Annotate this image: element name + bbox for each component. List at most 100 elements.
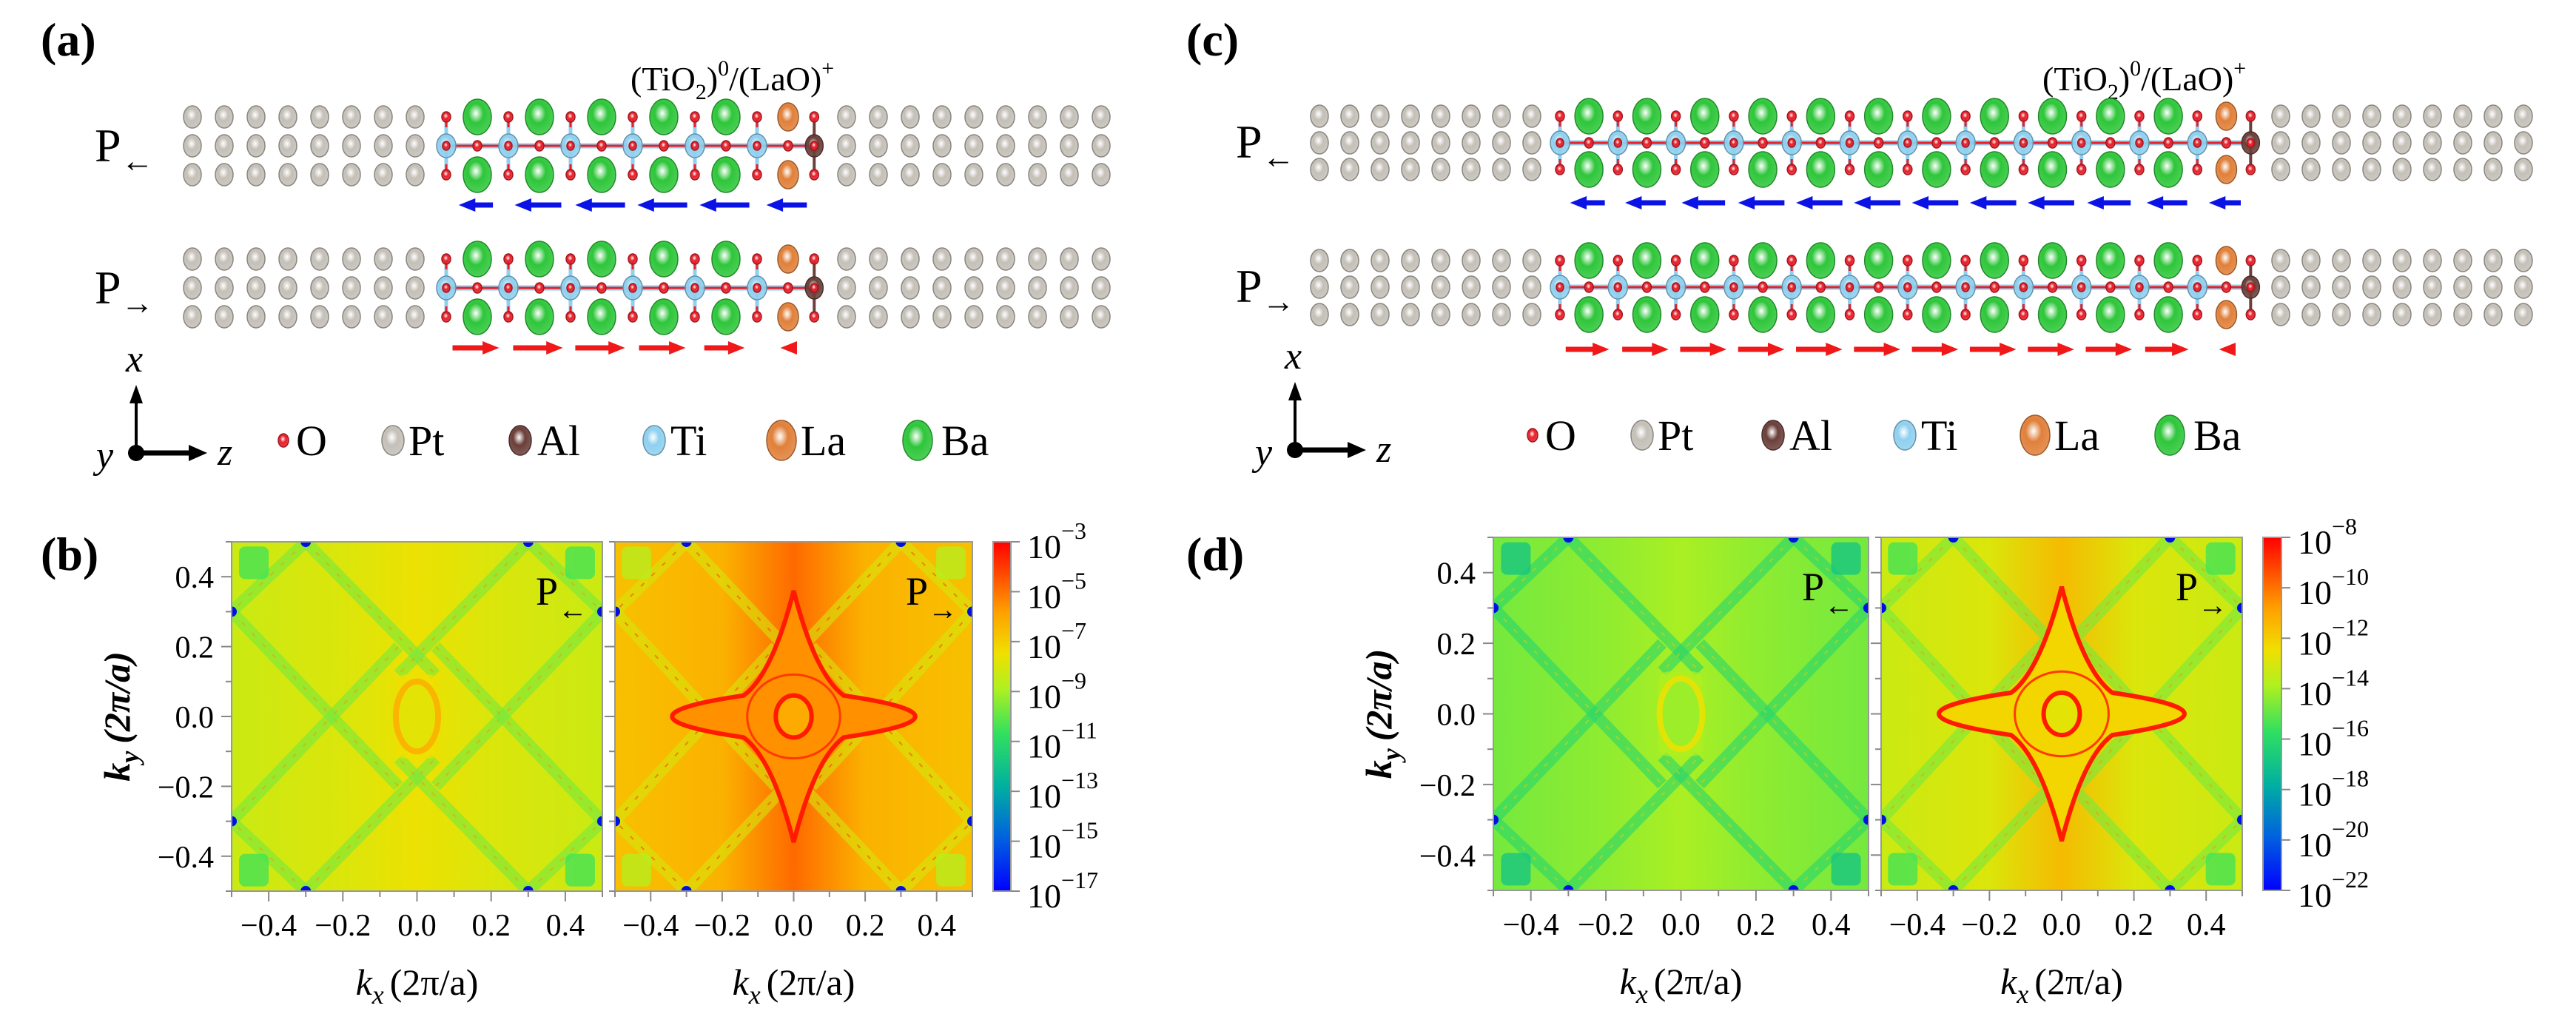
atom-o [1960, 110, 1971, 122]
colorbar-tick-label: 10−8 [2298, 513, 2357, 561]
atom-o [1612, 110, 1624, 122]
atom-o [2076, 309, 2087, 320]
atom-pt [183, 163, 202, 187]
atom-pt [246, 134, 266, 158]
atom-pt [342, 105, 361, 129]
atom-o [503, 111, 514, 123]
atom-o [1729, 164, 1739, 175]
atom-o [1815, 137, 1826, 149]
atom-o [1787, 282, 1796, 292]
atom-pt [1462, 158, 1481, 181]
legend-item-ti: Ti [1893, 412, 1958, 460]
atom-o [1903, 138, 1912, 148]
plot-polarization-label: P→ [906, 569, 958, 626]
atom-ba [587, 241, 616, 278]
atom-ba [2096, 98, 2125, 135]
atom-pt [2453, 303, 2472, 326]
atom-o [2105, 281, 2116, 293]
structure-c-polarization-right [1310, 242, 2533, 356]
legend-item-al: Al [508, 417, 580, 465]
atom-la [2215, 101, 2238, 131]
atom-ba [711, 156, 741, 193]
x-tick-label: −0.2 [1578, 908, 1634, 942]
atom-pt [1028, 276, 1047, 300]
diamond-line [1699, 607, 1869, 785]
center-ring [1656, 675, 1706, 753]
atom-o [1815, 281, 1826, 293]
atom-o [566, 141, 575, 151]
diamond-line [1661, 756, 1795, 890]
atom-pt [1092, 134, 1111, 158]
atom-la [2215, 155, 2238, 184]
atom-pt [2271, 275, 2290, 299]
svg-text:(TiO2)0/(LaO)+: (TiO2)0/(LaO)+ [2042, 56, 2246, 104]
atom-pt [1060, 247, 1079, 271]
diamond-line [615, 611, 777, 788]
polarization-arrow [2087, 196, 2131, 209]
atom-o [1700, 137, 1710, 149]
atom-pt [310, 134, 329, 158]
colorbar-gradient [2262, 537, 2282, 891]
diamond-line [2042, 537, 2171, 672]
atom-pt [374, 305, 393, 329]
atom-pt [406, 105, 425, 129]
diamond-line [810, 611, 972, 788]
atom-pt [1028, 134, 1047, 158]
atom-pt [1060, 163, 1079, 187]
atom-pt [215, 247, 234, 271]
polarization-arrow [2085, 343, 2133, 356]
atom-pt [310, 105, 329, 129]
interface-label-c: (TiO2)0/(LaO)+ [2042, 56, 2246, 104]
edge-minimum [967, 606, 972, 617]
corner-pocket [936, 853, 966, 887]
polarization-arrow [704, 341, 745, 355]
legend-label: Ti [1921, 412, 1958, 460]
atom-pt [1092, 163, 1111, 187]
atom-o [752, 311, 762, 323]
corner-pocket [621, 546, 651, 580]
atom-ba [525, 241, 554, 278]
x-tick-label: −0.2 [694, 909, 750, 943]
edge-minimum [1948, 537, 1959, 543]
inner-ring [2014, 670, 2110, 758]
atom-pt [374, 276, 393, 300]
polarization-arrow [1570, 196, 1605, 209]
atom-pt [406, 276, 425, 300]
atom-pt [1401, 303, 1420, 326]
x-tick-label: 0.0 [774, 909, 813, 943]
atom-pt [310, 276, 329, 300]
x-axis-label: kx (2π/a) [356, 961, 479, 1010]
atom-pt [1431, 275, 1450, 299]
legend-label: La [801, 417, 846, 465]
y-tick-label: 0.0 [175, 701, 215, 735]
atom-ba [1980, 98, 2009, 135]
y-tick-label: −0.2 [158, 770, 214, 805]
atom-pt [310, 247, 329, 271]
atom-pt [215, 134, 234, 158]
atom-o [628, 141, 637, 151]
polarization-arrow [699, 198, 750, 212]
atom-pt [837, 163, 856, 187]
x-tick-label: −0.4 [1889, 908, 1946, 942]
corner-pocket [565, 853, 595, 887]
atom-pt [2453, 249, 2472, 272]
atom-ba [1574, 151, 1604, 188]
atom-ba [463, 98, 492, 135]
x-tick-label: −0.2 [1961, 908, 2017, 942]
atom-ba [2037, 151, 2068, 188]
atom-o [659, 140, 669, 152]
atom-ba [1632, 98, 1662, 135]
legend-item-la: La [2020, 412, 2099, 460]
atom-pt [1431, 249, 1450, 272]
atom-pt [406, 134, 425, 158]
diamond-line [2079, 607, 2242, 785]
atom-pt [1462, 104, 1481, 128]
atom-pt [901, 305, 920, 329]
corner-pocket [1831, 542, 1861, 575]
atom-o [2192, 164, 2203, 175]
atom-pt [278, 305, 297, 329]
legend-item-pt: Pt [381, 417, 444, 465]
atom-o [752, 111, 762, 123]
atom-pt [901, 105, 920, 129]
